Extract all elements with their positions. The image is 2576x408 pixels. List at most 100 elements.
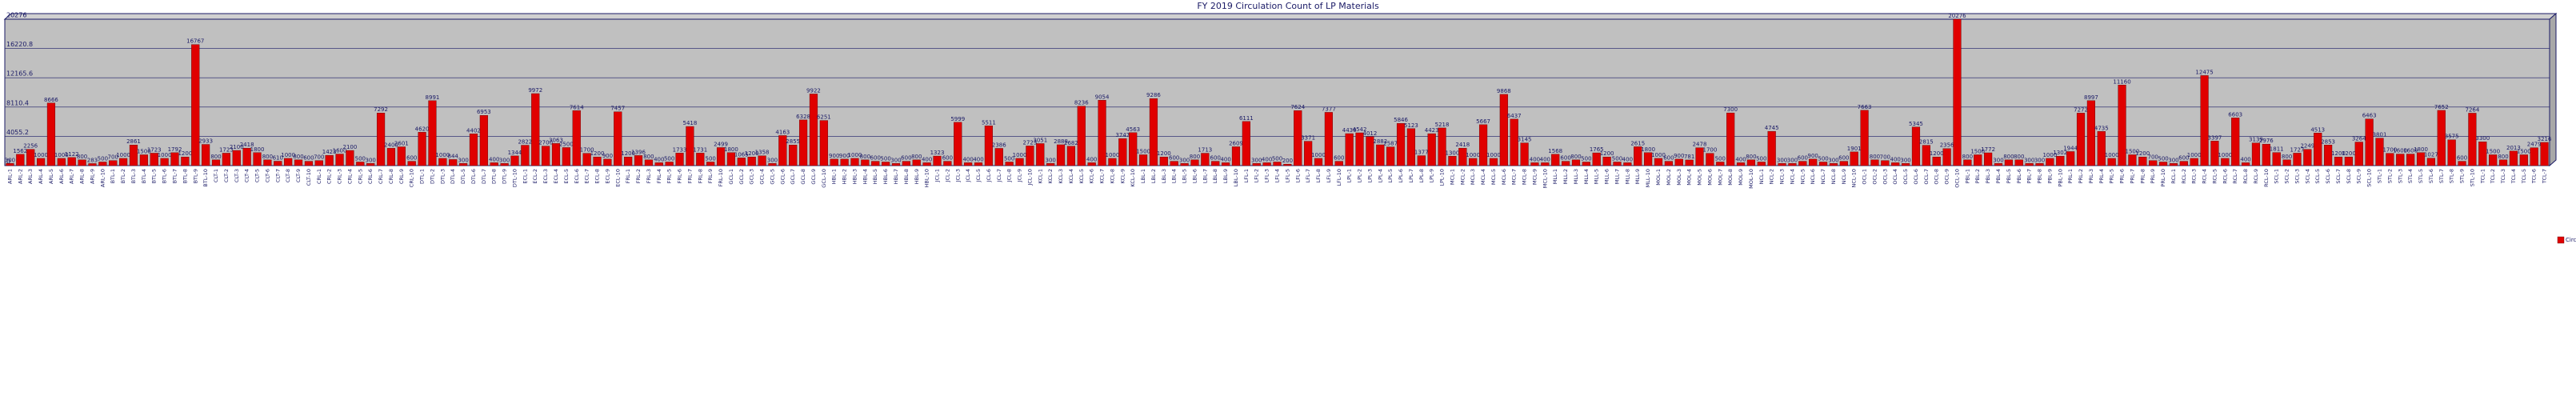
x-tick-label: PRL-4 <box>2098 169 2105 183</box>
bar <box>1788 163 1797 166</box>
x-tick-label: CRL-6 <box>367 169 374 184</box>
bar <box>1901 163 1910 166</box>
x-tick-label: ARL-8 <box>79 169 86 184</box>
value-label: 6328 <box>796 114 810 120</box>
bar <box>1469 158 1478 166</box>
x-tick-label: HBL-10 <box>924 169 930 187</box>
x-tick-label: MLL-6 <box>1604 169 1610 184</box>
x-tick-label: DTL-5 <box>460 169 466 184</box>
bar <box>1541 162 1550 166</box>
bar <box>1911 126 1921 166</box>
bar <box>2262 143 2270 166</box>
bar <box>1345 133 1354 166</box>
x-tick-label: PRL-2 <box>2078 169 2084 183</box>
bar <box>2241 162 2250 166</box>
bar <box>2416 152 2426 166</box>
bar <box>1757 162 1766 166</box>
value-label: 300 <box>1993 157 2003 163</box>
bar <box>1304 141 1313 166</box>
bar <box>1294 110 1302 166</box>
x-tick-label: LPL-6 <box>1398 169 1404 183</box>
x-tick-label: LFL-1 <box>1243 169 1250 182</box>
value-label: 3801 <box>2373 132 2387 138</box>
x-tick-label: NCL-10 <box>1851 169 1858 188</box>
bar <box>1499 94 1508 166</box>
bar <box>1530 162 1539 166</box>
x-tick-label: LFL-5 <box>1284 169 1290 182</box>
value-label: 400 <box>2240 156 2250 162</box>
value-label: 9868 <box>1497 88 1511 94</box>
bar <box>2458 161 2466 166</box>
value-label: 6953 <box>477 109 491 115</box>
x-tick-label: RCL-2 <box>2181 169 2187 184</box>
bar <box>2076 113 2086 166</box>
x-tick-label: NCL-6 <box>1810 169 1816 184</box>
x-tick-label: STL-6 <box>2428 169 2434 183</box>
bar <box>1355 132 1364 166</box>
value-label: 800 <box>2003 154 2014 160</box>
x-tick-label: TCL-3 <box>2500 169 2506 184</box>
bar <box>798 119 808 166</box>
value-label: 1500 <box>2486 148 2500 154</box>
value-label: 844 <box>448 153 459 159</box>
x-tick-label: NCL-2 <box>1769 169 1775 184</box>
bar <box>2498 159 2508 166</box>
bar <box>428 100 437 166</box>
value-label: 1200 <box>1600 150 1614 157</box>
value-label: 9922 <box>806 87 821 94</box>
bar <box>1211 161 1220 166</box>
x-tick-label: FRL-4 <box>656 169 662 183</box>
bar <box>1716 162 1725 166</box>
x-tick-label: LPL-4 <box>1377 169 1383 183</box>
value-label: 400 <box>1220 156 1230 162</box>
bar <box>1942 148 1951 166</box>
bar <box>2118 85 2126 166</box>
bar <box>2086 100 2095 166</box>
bar <box>1685 159 1694 166</box>
x-tick-label: MCL-9 <box>1531 169 1538 185</box>
value-label: 5418 <box>683 120 698 126</box>
x-tick-label: MOL-10 <box>1748 169 1754 189</box>
bar <box>222 153 230 166</box>
value-label: 1000 <box>2105 152 2119 158</box>
x-tick-label: BTL-4 <box>141 169 147 183</box>
value-label: 1000 <box>158 152 172 158</box>
value-label: 800 <box>262 154 273 160</box>
x-tick-label: TCL-7 <box>2542 169 2548 184</box>
value-label: 2256 <box>23 143 38 150</box>
x-tick-label: HBL-8 <box>903 169 910 184</box>
chart-title: FY 2019 Circulation Count of LP Material… <box>1197 1 1379 11</box>
value-label: 200 <box>1282 158 1293 164</box>
x-tick-label: BTL-10 <box>202 169 209 187</box>
value-label: 600 <box>1334 155 1344 162</box>
x-tick-label: CRL-7 <box>378 169 384 184</box>
value-label: 2700 <box>538 140 553 146</box>
x-tick-label: BTL-7 <box>171 169 178 183</box>
bar <box>819 120 828 166</box>
value-label: 1358 <box>755 150 770 156</box>
x-tick-label: STL-7 <box>2438 169 2445 183</box>
x-tick-label: LPL-1 <box>1346 169 1353 183</box>
value-label: 300 <box>1828 157 1838 163</box>
bar <box>397 146 406 166</box>
value-label: 5345 <box>1909 121 1923 127</box>
x-tick-label: HBL-9 <box>914 169 920 184</box>
x-tick-label: KCL-9 <box>1119 169 1126 183</box>
value-label: 1800 <box>250 146 265 153</box>
x-tick-label: LBL-5 <box>1182 169 1188 183</box>
bar <box>119 158 128 166</box>
x-tick-label: PBL-2 <box>1974 169 1981 183</box>
bar <box>614 111 622 166</box>
bar <box>1231 146 1241 166</box>
bar <box>2365 118 2374 166</box>
x-tick-label: DTL-9 <box>502 169 508 184</box>
value-label: 2418 <box>1455 142 1470 148</box>
bar <box>2004 159 2013 166</box>
value-label: 2418 <box>240 142 254 148</box>
bar <box>1386 146 1395 166</box>
bar <box>1273 162 1282 166</box>
value-label: 1000 <box>1466 152 1480 158</box>
x-tick-label: PBL-4 <box>1995 169 2002 183</box>
value-label: 283 <box>87 157 98 163</box>
value-label: 300 <box>767 157 778 163</box>
